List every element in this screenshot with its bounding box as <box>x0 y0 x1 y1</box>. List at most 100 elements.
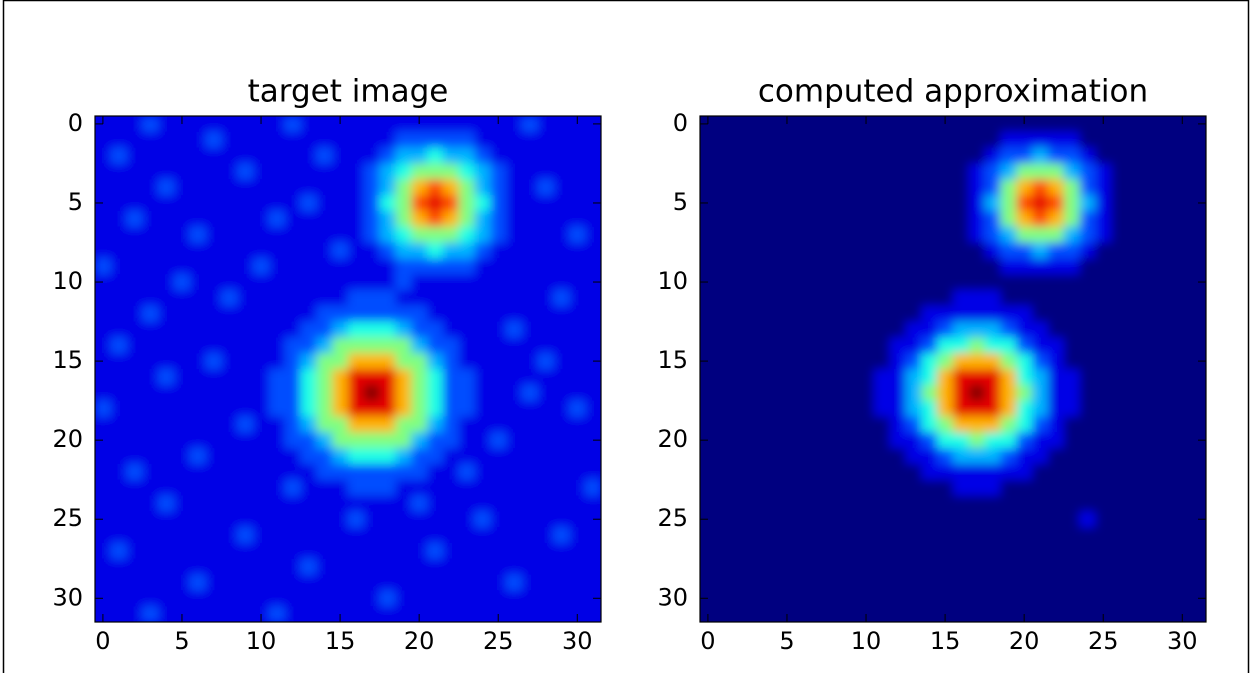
cell <box>142 369 159 386</box>
cell <box>842 179 859 196</box>
cell <box>779 274 796 291</box>
cell <box>379 353 397 370</box>
cell <box>1158 558 1175 576</box>
cell <box>858 226 875 244</box>
cell <box>953 542 970 560</box>
cell <box>937 542 954 560</box>
cell <box>1079 369 1096 386</box>
cell <box>458 258 476 275</box>
cell <box>794 274 812 291</box>
cell <box>268 574 286 591</box>
cell <box>458 511 476 528</box>
cell <box>537 226 555 244</box>
cell <box>379 179 397 196</box>
cell <box>1142 369 1160 386</box>
cell <box>316 574 333 591</box>
cell <box>110 321 128 338</box>
cell <box>395 163 412 180</box>
cell <box>474 527 491 544</box>
cell <box>731 147 749 165</box>
cell <box>110 369 128 386</box>
cell <box>1095 305 1112 323</box>
cell <box>858 274 875 291</box>
cell <box>474 558 491 576</box>
cell <box>873 210 891 228</box>
cell <box>984 384 1002 402</box>
y-tick-label: 0 <box>68 109 83 137</box>
cell <box>221 432 238 449</box>
cell <box>363 226 381 244</box>
cell <box>205 448 223 465</box>
cell <box>873 116 891 133</box>
cell <box>858 147 875 165</box>
cell <box>715 542 733 560</box>
cell <box>490 289 507 307</box>
cell <box>937 163 954 180</box>
cell <box>953 384 970 402</box>
cell <box>1047 116 1065 133</box>
cell <box>953 210 970 228</box>
cell <box>700 384 717 402</box>
cell <box>142 163 159 180</box>
cell <box>953 163 970 180</box>
cell <box>458 305 476 323</box>
cell <box>490 574 507 591</box>
cell <box>921 116 938 133</box>
cell <box>221 463 238 481</box>
cell <box>905 479 922 497</box>
cell <box>316 369 333 386</box>
cell <box>553 116 570 133</box>
cell <box>537 305 555 323</box>
cell <box>332 511 349 528</box>
cell <box>569 353 586 370</box>
cell <box>1095 479 1112 497</box>
cell <box>268 147 286 165</box>
cell <box>1111 258 1128 275</box>
cell <box>810 369 828 386</box>
cell <box>953 274 970 291</box>
cell <box>968 369 986 386</box>
cell <box>1000 210 1017 228</box>
cell <box>521 448 539 465</box>
cell <box>731 448 749 465</box>
cell <box>363 321 381 338</box>
cell <box>142 400 159 418</box>
cell <box>174 116 191 133</box>
cell <box>1000 226 1017 244</box>
cell <box>731 337 749 354</box>
cell <box>715 305 733 323</box>
cell <box>553 384 570 402</box>
cell <box>968 337 986 354</box>
cell <box>458 463 476 481</box>
cell <box>95 448 112 465</box>
cell <box>284 527 302 544</box>
cell <box>1047 495 1065 512</box>
cell <box>379 384 397 402</box>
cell <box>921 210 938 228</box>
cell <box>1111 305 1128 323</box>
cell <box>1032 226 1049 244</box>
cell <box>921 479 938 497</box>
cell <box>731 369 749 386</box>
cell <box>937 147 954 165</box>
cell <box>905 369 922 386</box>
cell <box>158 289 175 307</box>
cell <box>110 305 128 323</box>
cell <box>826 274 843 291</box>
cell <box>348 432 365 449</box>
cell <box>810 432 828 449</box>
cell <box>700 321 717 338</box>
cell <box>458 289 476 307</box>
cell <box>585 384 601 402</box>
cell <box>1079 527 1096 544</box>
cell <box>237 542 254 560</box>
cell <box>253 179 270 196</box>
cell <box>826 479 843 497</box>
cell <box>474 511 491 528</box>
cell <box>237 226 254 244</box>
cell <box>110 606 128 622</box>
cell <box>411 369 428 386</box>
cell <box>205 179 223 196</box>
cell <box>142 606 159 622</box>
cell <box>842 226 859 244</box>
